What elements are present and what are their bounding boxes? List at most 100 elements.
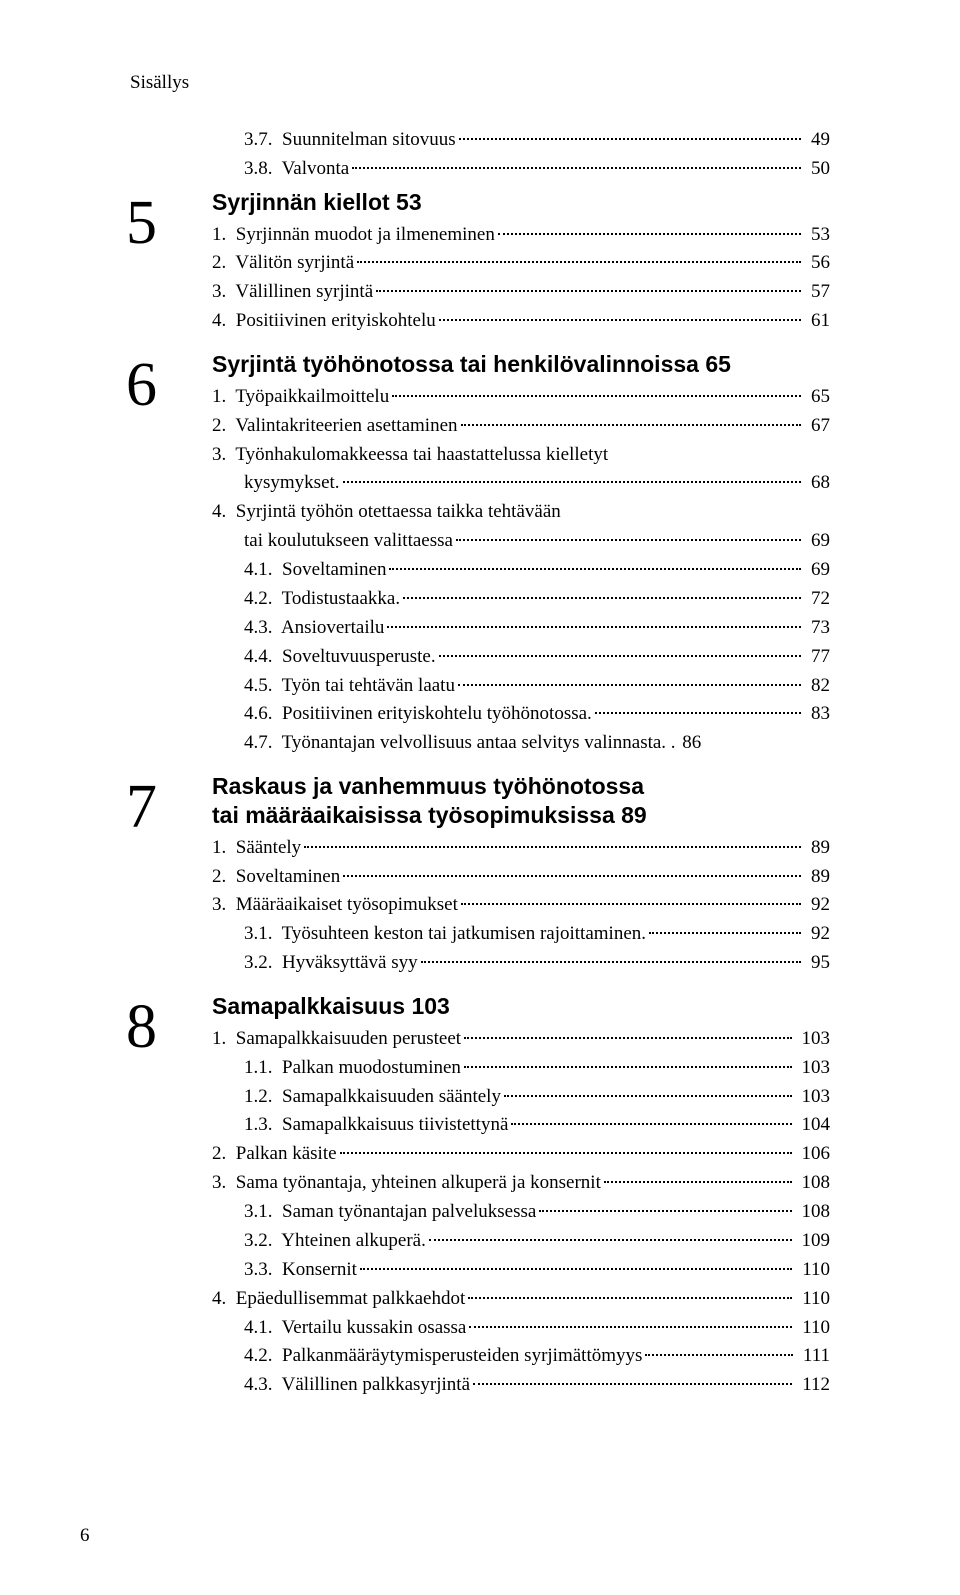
toc-entry-label: 4.6. Positiivinen erityiskohtelu työhöno… [244, 700, 592, 729]
toc-page-ref: 68 [804, 469, 830, 498]
toc-leader-dots [645, 1354, 793, 1356]
toc-leader-dots [357, 261, 801, 263]
toc-leader-dots [403, 597, 801, 599]
toc-page-ref: 83 [804, 700, 830, 729]
toc-entry-label: kysymykset. [244, 469, 340, 498]
toc-section: 8Samapalkkaisuus 1031. Samapalkkaisuuden… [130, 992, 830, 1400]
toc-leader-dots [421, 961, 802, 963]
toc-page-ref: 92 [804, 891, 830, 920]
toc-leader-dots [387, 626, 801, 628]
toc-entry-label: 1.3. Samapalkkaisuus tiivistettynä [244, 1111, 508, 1140]
toc-entry-label: 1.2. Samapalkkaisuuden sääntely [244, 1083, 501, 1112]
toc-section: 5Syrjinnän kiellot 531. Syrjinnän muodot… [130, 188, 830, 336]
toc-page-ref: 110 [795, 1314, 830, 1343]
toc-entry-label: 4.4. Soveltuvuusperuste. [244, 643, 436, 672]
toc-entry-label: 1. Syrjinnän muodot ja ilmeneminen [212, 221, 495, 250]
toc-page-ref: 106 [795, 1140, 830, 1169]
toc-entry-label: 4.3. Ansiovertailu [244, 614, 384, 643]
toc-page-ref: 89 [804, 834, 830, 863]
toc-page-ref: 89 [804, 863, 830, 892]
toc-entry-label: 4. Syrjintä työhön otettaessa taikka teh… [212, 498, 561, 527]
toc-leader-dots [439, 655, 802, 657]
toc-page-ref: 61 [804, 307, 830, 336]
chapter-title: Samapalkkaisuus 103 [212, 992, 830, 1021]
toc-content: 3.7. Suunnitelman sitovuus 493.8. Valvon… [130, 126, 830, 1400]
toc-leader-dots [360, 1268, 793, 1270]
toc-page-ref: 103 [795, 1083, 830, 1112]
toc-page-ref: 108 [795, 1169, 830, 1198]
toc-page-ref: 108 [795, 1198, 830, 1227]
toc-entry-label: 2. Välitön syrjintä [212, 249, 354, 278]
toc-leader-dots [343, 481, 802, 483]
toc-leader-dots [464, 1066, 792, 1068]
toc-page-ref: 104 [795, 1111, 830, 1140]
toc-leader-dots [352, 167, 801, 169]
toc-leader-dots [376, 290, 801, 292]
toc-page-ref: 57 [804, 278, 830, 307]
toc-section: 7Raskaus ja vanhemmuus työhönotossatai m… [130, 772, 830, 978]
toc-entry-label: 3.3. Konsernit [244, 1256, 357, 1285]
toc-leader-dots [464, 1037, 792, 1039]
toc-leader-dots [649, 932, 801, 934]
toc-leader-dots [504, 1095, 792, 1097]
toc-section: 6Syrjintä työhönotossa tai henkilövalinn… [130, 350, 830, 758]
toc-page-ref: 65 [804, 383, 830, 412]
toc-leader-dots [458, 684, 801, 686]
toc-leader-dots [498, 233, 801, 235]
toc-entry-label: tai koulutukseen valittaessa [244, 527, 453, 556]
toc-page-ref: 49 [804, 126, 830, 155]
toc-page-ref: 103 [795, 1054, 830, 1083]
toc-page-ref: 111 [796, 1342, 830, 1371]
toc-page-ref: 112 [795, 1371, 830, 1400]
toc-entry-label: 3.1. Työsuhteen keston tai jatkumisen ra… [244, 920, 646, 949]
page-number: 6 [80, 1525, 90, 1547]
toc-leader-dots [461, 424, 802, 426]
toc-page-ref: 69 [804, 556, 830, 585]
toc-leader-dots [456, 539, 801, 541]
toc-entry-label: 3.2. Hyväksyttävä syy [244, 949, 418, 978]
toc-leader-dots [343, 875, 801, 877]
toc-leader-dots [469, 1326, 792, 1328]
toc-entry-label: 4.1. Soveltaminen [244, 556, 386, 585]
chapter-title: Syrjintä työhönotossa tai henkilövalinno… [212, 350, 830, 379]
toc-leader-dots [439, 319, 801, 321]
toc-page-ref: 53 [804, 221, 830, 250]
toc-entry-label: 4.3. Välillinen palkkasyrjintä [244, 1371, 470, 1400]
toc-page-ref: 77 [804, 643, 830, 672]
toc-entry-label: 4.2. Todistustaakka. [244, 585, 400, 614]
toc-entry-label: 3. Sama työnantaja, yhteinen alkuperä ja… [212, 1169, 601, 1198]
toc-page-ref: 56 [804, 249, 830, 278]
toc-page-ref: 86 [676, 729, 702, 758]
toc-leader-dots [604, 1181, 792, 1183]
toc-page-ref: 110 [795, 1256, 830, 1285]
toc-page-ref: 92 [804, 920, 830, 949]
toc-entry-label: 4. Epäedullisemmat palkkaehdot [212, 1285, 465, 1314]
toc-leader-dots [468, 1297, 792, 1299]
toc-entry-label: 3.8. Valvonta [244, 155, 349, 184]
chapter-title: Raskaus ja vanhemmuus työhönotossatai mä… [212, 772, 830, 830]
chapter-number: 6 [126, 354, 157, 416]
chapter-number: 5 [126, 192, 157, 254]
toc-leader-dots [389, 568, 801, 570]
toc-leader-dots [459, 138, 802, 140]
chapter-title: Syrjinnän kiellot 53 [212, 188, 830, 217]
toc-entry-label: 4.2. Palkanmääräytymisperusteiden syrjim… [244, 1342, 642, 1371]
toc-leader-dots [340, 1152, 792, 1154]
toc-page-ref: 109 [795, 1227, 830, 1256]
toc-leader-dots: . . [661, 729, 675, 758]
toc-page-ref: 67 [804, 412, 830, 441]
toc-leader-dots [429, 1239, 792, 1241]
toc-entry-label: 2. Soveltaminen [212, 863, 340, 892]
toc-page-ref: 50 [804, 155, 830, 184]
toc-entry-label: 3. Määräaikaiset työsopimukset [212, 891, 458, 920]
toc-entry-label: 1. Työpaikkailmoittelu [212, 383, 389, 412]
toc-leader-dots [595, 712, 801, 714]
toc-entry-label: 4. Positiivinen erityiskohtelu [212, 307, 436, 336]
toc-page-ref: 73 [804, 614, 830, 643]
toc-page-ref: 69 [804, 527, 830, 556]
toc-entry-label: 4.5. Työn tai tehtävän laatu [244, 672, 455, 701]
toc-page-ref: 95 [804, 949, 830, 978]
toc-entry-label: 1. Sääntely [212, 834, 301, 863]
chapter-number: 7 [126, 776, 157, 838]
toc-entry-label: 2. Palkan käsite [212, 1140, 337, 1169]
